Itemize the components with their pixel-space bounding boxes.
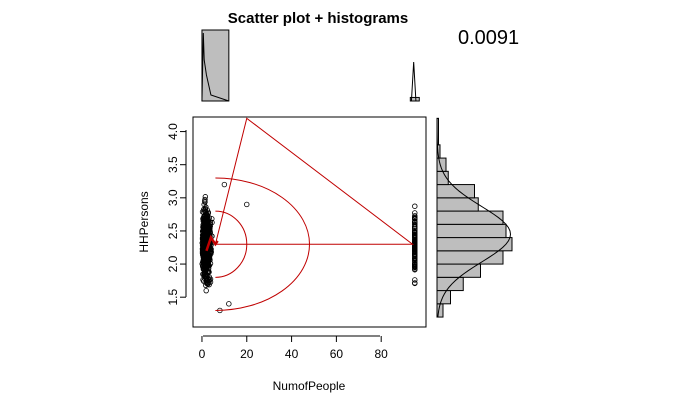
overlay-center-mark xyxy=(205,234,219,252)
data-point xyxy=(203,236,210,242)
data-point xyxy=(412,219,418,226)
scatter-points xyxy=(199,181,418,314)
data-point xyxy=(202,258,208,264)
x-density-low xyxy=(201,32,230,102)
x-tick-label: 20 xyxy=(240,347,254,361)
x-hist-bar xyxy=(409,96,420,102)
data-point xyxy=(412,239,418,245)
data-point xyxy=(412,277,418,283)
data-point xyxy=(204,253,210,259)
data-point xyxy=(203,278,210,284)
data-point xyxy=(412,232,418,239)
data-point xyxy=(412,280,418,287)
y-tick-label: 4.0 xyxy=(166,123,180,140)
y-tick-label: 3.5 xyxy=(166,156,180,173)
y-tick-label: 2.5 xyxy=(166,222,180,239)
y-density-curve xyxy=(436,118,512,318)
data-point xyxy=(201,239,207,246)
y-ticks: 1.5 2.0 2.5 3.0 3.5 4.0 xyxy=(166,123,186,306)
x-density-high xyxy=(410,61,417,102)
data-point xyxy=(200,215,207,221)
data-point xyxy=(226,301,232,307)
y-hist-bar xyxy=(436,250,504,265)
y-hist-bar xyxy=(436,223,507,239)
data-point xyxy=(201,261,208,268)
data-point xyxy=(412,243,418,249)
y-hist-bar xyxy=(436,276,464,292)
x-tick-label: 60 xyxy=(330,347,344,361)
y-hist-bar xyxy=(436,263,481,278)
x-axis: 0 20 40 60 80 NumofPeople xyxy=(199,335,389,393)
x-tick-label: 80 xyxy=(375,347,389,361)
y-hist-bar xyxy=(436,157,447,172)
data-point xyxy=(203,258,209,265)
data-point xyxy=(208,250,214,257)
data-point xyxy=(412,213,418,219)
y-tick-label: 2.0 xyxy=(166,255,180,272)
y-hist-bar xyxy=(436,184,475,199)
x-tick-label: 0 xyxy=(199,347,206,361)
overlay-ellipse-outer xyxy=(215,177,310,311)
data-point xyxy=(412,216,418,222)
y-tick-label: 1.5 xyxy=(166,289,180,306)
x-tick-label: 40 xyxy=(285,347,299,361)
correlation-value: 0.0091 xyxy=(458,27,519,49)
x-histogram xyxy=(201,29,420,102)
data-point xyxy=(201,270,208,277)
data-point xyxy=(204,228,211,234)
plot-frame xyxy=(192,116,427,328)
y-axis: 1.5 2.0 2.5 3.0 3.5 4.0 HHPersons xyxy=(137,123,187,306)
data-point xyxy=(244,201,250,208)
data-point xyxy=(201,216,208,222)
y-hist-bar xyxy=(436,290,451,305)
data-point xyxy=(201,201,207,208)
y-axis-title: HHPersons xyxy=(137,191,151,252)
chart-title: Scatter plot + histograms xyxy=(228,10,408,27)
overlay-polygon xyxy=(214,117,415,245)
red-overlays xyxy=(205,117,415,311)
data-point xyxy=(201,251,207,258)
data-point xyxy=(412,264,418,270)
data-point xyxy=(412,246,418,253)
data-point xyxy=(202,237,208,243)
x-hist-bar xyxy=(201,29,230,102)
y-tick-label: 3.0 xyxy=(166,189,180,206)
data-point xyxy=(200,246,206,253)
data-point xyxy=(201,218,207,225)
data-point xyxy=(209,216,215,222)
data-point xyxy=(412,262,418,268)
x-ticks: 0 20 40 60 80 xyxy=(199,336,389,361)
x-axis-title: NumofPeople xyxy=(273,379,346,393)
data-point xyxy=(412,253,418,260)
data-point xyxy=(203,287,209,294)
data-point xyxy=(206,274,213,280)
data-point xyxy=(412,226,418,232)
data-point xyxy=(412,214,418,220)
data-point xyxy=(203,222,209,229)
data-point xyxy=(412,203,418,209)
data-point xyxy=(202,194,209,200)
overlay-ellipse-inner xyxy=(215,210,248,278)
y-hist-bar xyxy=(436,210,504,225)
y-histogram xyxy=(436,117,513,318)
data-point xyxy=(221,181,228,188)
